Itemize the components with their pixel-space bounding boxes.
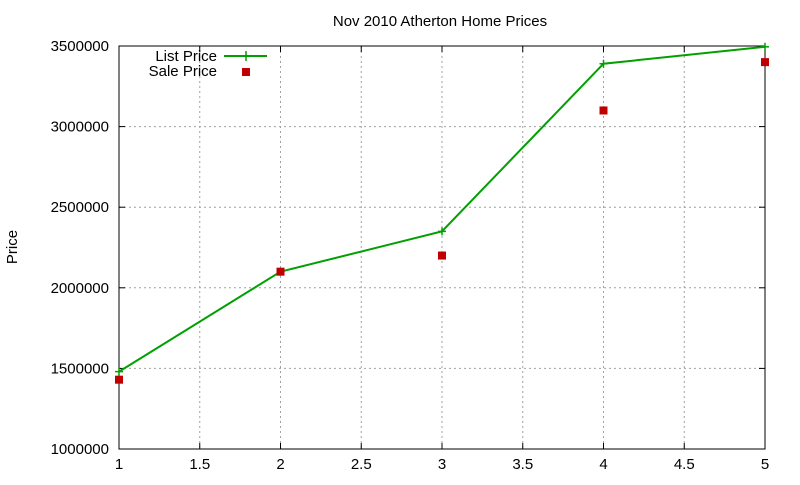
x-tick-label: 1 (115, 456, 123, 473)
y-tick-label: 2500000 (51, 199, 109, 216)
series (115, 42, 769, 384)
data-point-sale-price (115, 375, 123, 384)
x-tick-label: 2 (276, 456, 284, 473)
x-tick-label: 1.5 (189, 456, 210, 473)
data-point-sale-price (438, 251, 446, 260)
x-tick-label: 3.5 (512, 456, 533, 473)
data-point-list-price (438, 227, 446, 236)
data-point-list-price (761, 42, 769, 51)
x-tick-label: 2.5 (351, 456, 372, 473)
x-tick-label: 3 (438, 456, 446, 473)
y-tick-label: 3500000 (51, 38, 109, 55)
legend-marker-sale-price (242, 68, 250, 76)
legend-marker-list-price (241, 51, 251, 61)
legend-label-list-price: List Price (155, 48, 217, 65)
data-point-list-price (599, 59, 608, 68)
legend-label-sale-price: Sale Price (149, 63, 217, 80)
y-tick-label: 1500000 (51, 360, 109, 377)
data-point-list-price (115, 367, 123, 376)
y-tick-label: 2000000 (51, 280, 109, 297)
data-point-sale-price (761, 58, 769, 67)
x-tick-label: 4 (599, 456, 607, 473)
legend: List Price Sale Price (149, 48, 267, 80)
y-axis-label: Price (4, 230, 21, 264)
y-tick-label: 1000000 (51, 441, 109, 458)
x-tick-label: 5 (761, 456, 769, 473)
x-tick-label: 4.5 (674, 456, 695, 473)
y-tick-label: 3000000 (51, 119, 109, 136)
chart-title: Nov 2010 Atherton Home Prices (333, 13, 547, 30)
data-point-sale-price (276, 267, 285, 276)
axis-ticks: 1 1.5 2 2.5 3 3.5 4 4.5 5 1000000 1500000 2000000 25… (51, 38, 770, 473)
grid (119, 46, 765, 449)
data-point-sale-price (599, 106, 608, 115)
